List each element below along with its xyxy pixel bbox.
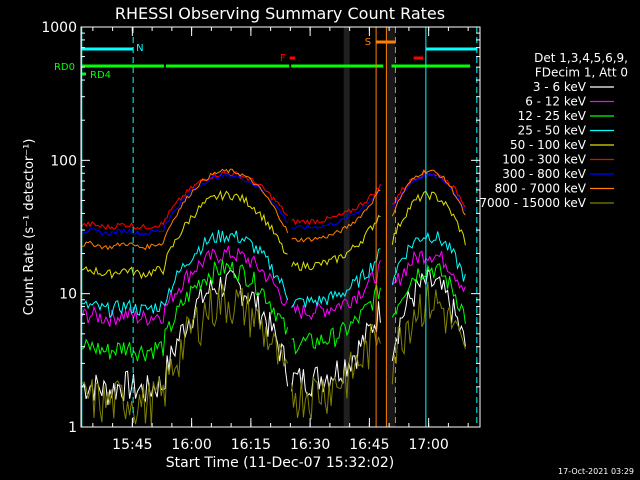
legend-label: 6 - 12 keV xyxy=(525,95,587,109)
flag-label: S xyxy=(365,37,371,48)
legend-label: 100 - 300 keV xyxy=(502,153,586,167)
series-line xyxy=(82,229,466,319)
series-line xyxy=(82,168,466,251)
legend-header: Det 1,3,4,5,6,9, xyxy=(534,51,628,65)
series-line xyxy=(81,245,466,327)
x-tick-label: 17:00 xyxy=(408,437,448,453)
flag-bars: N F S RD0 RD4 xyxy=(54,37,477,81)
legend-label: 12 - 25 keV xyxy=(518,109,587,123)
chart-title: RHESSI Observing Summary Count Rates xyxy=(115,4,445,23)
x-tick-label: 16:15 xyxy=(231,437,271,453)
x-tick-label: 16:00 xyxy=(171,437,211,453)
event-lines xyxy=(81,27,478,427)
x-axis: 15:45 16:00 16:15 16:30 16:45 17:00 xyxy=(92,27,469,453)
flag-label: RD4 xyxy=(90,70,111,81)
legend-label: 7000 - 15000 keV xyxy=(479,196,586,210)
series-line xyxy=(81,281,466,426)
series-line xyxy=(81,190,466,280)
flag-label: F xyxy=(280,53,286,64)
x-tick-label: 15:45 xyxy=(112,437,152,453)
shaded-intervals xyxy=(343,27,396,427)
legend-label: 50 - 100 keV xyxy=(510,138,587,152)
y-tick-label: 100 xyxy=(50,153,77,169)
flag-label: RD0 xyxy=(54,62,75,73)
series-lines xyxy=(81,168,466,426)
y-axis: 1 10 100 1000 xyxy=(41,20,480,436)
legend-label: 3 - 6 keV xyxy=(533,80,587,94)
legend-header: FDecim 1, Att 0 xyxy=(535,66,628,80)
y-tick-label: 1 xyxy=(68,420,77,436)
y-tick-label: 1000 xyxy=(41,20,77,36)
gap-shade xyxy=(343,27,350,427)
y-axis-label: Count Rate (s⁻¹ detector⁻¹) xyxy=(22,139,37,316)
timestamp-footer: 17-Oct-2021 03:29 xyxy=(558,467,634,476)
legend-label: 800 - 7000 keV xyxy=(495,182,587,196)
plot-frame xyxy=(80,26,481,428)
legend-label: 300 - 800 keV xyxy=(502,167,586,181)
gap-shade xyxy=(386,27,396,427)
legend-label: 25 - 50 keV xyxy=(518,124,587,138)
x-axis-label: Start Time (11-Dec-07 15:32:02) xyxy=(166,455,394,471)
legend: Det 1,3,4,5,6,9,FDecim 1, Att 03 - 6 keV… xyxy=(479,51,628,210)
y-tick-label: 10 xyxy=(59,287,77,303)
x-tick-label: 16:30 xyxy=(290,437,330,453)
flag-label: N xyxy=(136,43,143,54)
x-tick-label: 16:45 xyxy=(349,437,389,453)
series-line xyxy=(81,259,466,362)
